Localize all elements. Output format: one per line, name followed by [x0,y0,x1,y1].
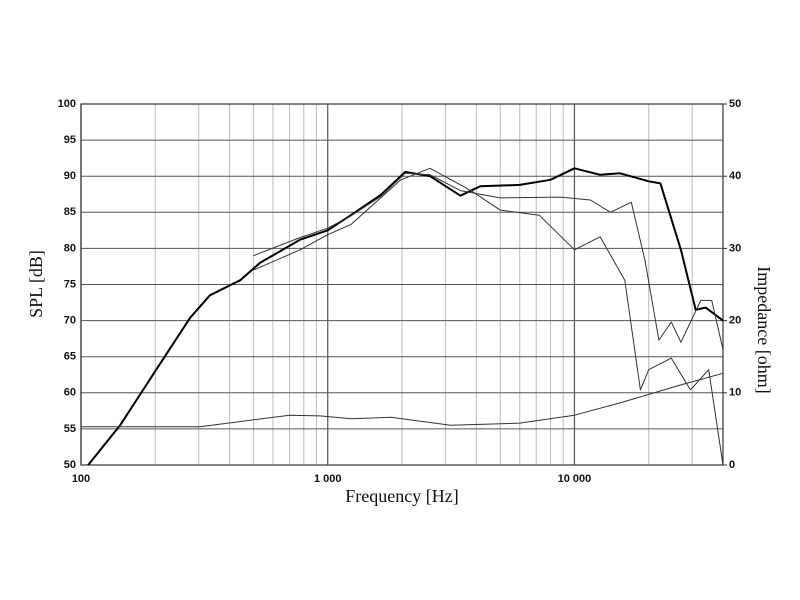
y2-tick-label: 10 [729,387,741,399]
x-tick-label: 10 000 [558,473,592,485]
y-tick-label: 55 [64,423,76,435]
y-tick-label: 75 [64,278,76,290]
y-tick-label: 50 [64,459,76,471]
y-tick-label: 65 [64,351,76,363]
y-tick-label: 90 [64,170,76,182]
y-axis-title: SPL [dB] [26,250,46,318]
series-line [253,167,724,466]
plot-frame [80,103,724,466]
x-axis-title: Frequency [Hz] [345,486,458,506]
y2-tick-label: 40 [729,170,741,182]
x-tick-label: 1 000 [314,473,342,485]
y2-tick-label: 20 [729,315,741,327]
y-tick-label: 85 [64,206,76,218]
y2-tick-label: 30 [729,242,741,254]
y2-axis-title: Impedance [ohm] [754,266,774,393]
series-line [87,167,724,466]
y-tick-label: 80 [64,242,76,254]
y-tick-label: 60 [64,387,76,399]
y2-tick-label: 0 [729,459,735,471]
y2-tick-label: 50 [729,98,741,110]
x-tick-label: 100 [72,473,90,485]
y-tick-label: 70 [64,315,76,327]
series-line [81,372,724,428]
y-tick-label: 95 [64,134,76,146]
series-line [253,172,724,350]
y-tick-label: 100 [58,98,76,110]
